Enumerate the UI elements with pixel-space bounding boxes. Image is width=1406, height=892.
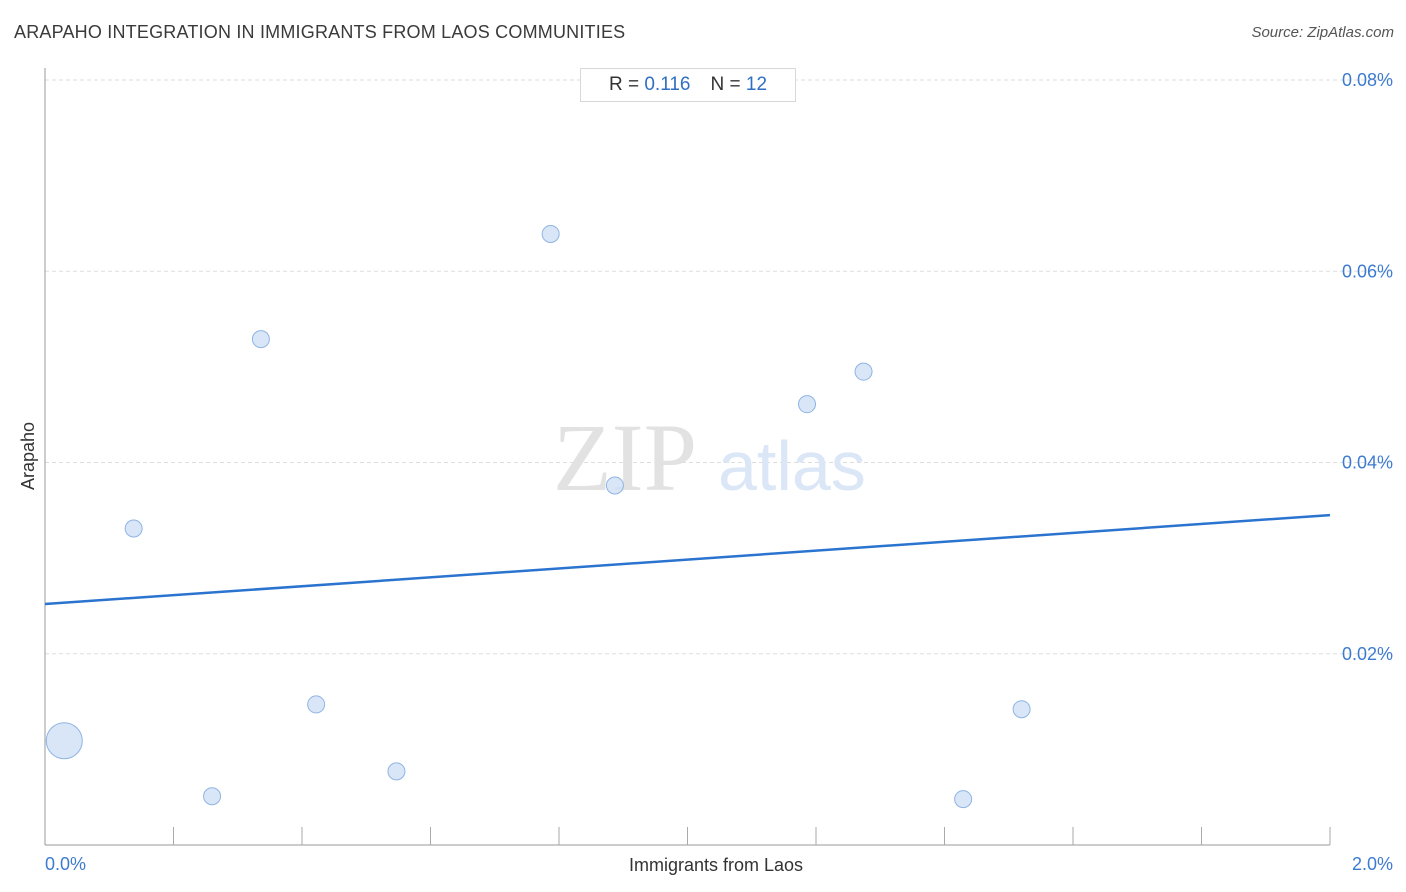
data-point-1	[124, 519, 143, 538]
data-point-7	[605, 476, 624, 495]
y-axis-label: Arapaho	[18, 422, 38, 490]
y-tick-label-2: 0.06%	[1342, 261, 1393, 281]
data-point-8	[798, 395, 817, 414]
data-points	[45, 224, 1031, 809]
y-tick-label-0: 0.02%	[1342, 644, 1393, 664]
r-value: 0.116	[644, 74, 691, 95]
grid-lines	[45, 79, 1390, 655]
x-tick-label-0: 0.0%	[45, 854, 86, 874]
n-value: 12	[745, 74, 768, 95]
y-tick-labels: 0.02% 0.04% 0.06% 0.08%	[1342, 70, 1393, 664]
axes	[44, 68, 1331, 846]
chart-title: ARAPAHO INTEGRATION IN IMMIGRANTS FROM L…	[14, 22, 626, 42]
n-label: N =	[710, 74, 741, 95]
data-point-10	[954, 790, 973, 809]
watermark: ZIP atlas	[553, 404, 866, 511]
data-point-5	[387, 762, 406, 781]
data-point-11	[1012, 700, 1031, 719]
correlation-stats-box: R = 0.116 N = 12	[580, 68, 796, 102]
data-point-9	[854, 362, 873, 381]
x-tick-label-1: 2.0%	[1352, 854, 1393, 874]
x-axis-label: Immigrants from Laos	[629, 855, 803, 875]
data-point-6	[541, 224, 560, 243]
y-tick-label-1: 0.04%	[1342, 453, 1393, 473]
watermark-atlas: atlas	[718, 427, 866, 505]
data-point-2	[203, 787, 222, 806]
y-tick-label-3: 0.08%	[1342, 70, 1393, 90]
watermark-zip: ZIP	[553, 404, 697, 511]
trend-line	[44, 513, 1331, 606]
source-label: Source: ZipAtlas.com	[1251, 24, 1394, 41]
data-point-4	[307, 695, 326, 714]
r-label: R =	[608, 74, 640, 95]
trend-line-group	[44, 513, 1331, 606]
data-point-0	[45, 722, 83, 760]
x-tick-labels: 0.0% 2.0%	[45, 854, 1393, 874]
data-point-3	[251, 330, 270, 349]
